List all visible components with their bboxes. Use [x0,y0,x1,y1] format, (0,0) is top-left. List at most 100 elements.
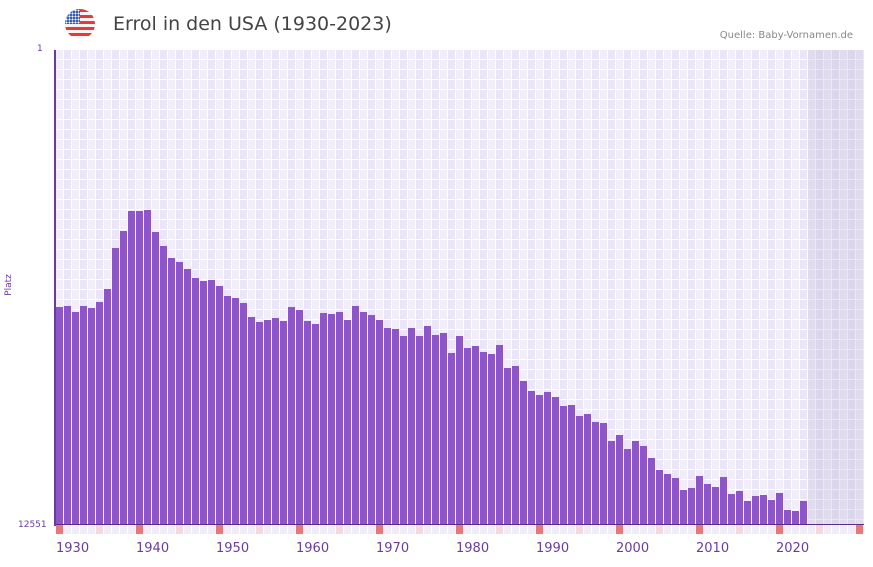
year-marker [840,525,847,534]
bar-2007 [672,478,679,525]
year-marker [800,525,807,534]
bar-1953 [240,303,247,525]
bar-2023 [800,501,807,525]
bar-1936 [104,289,111,525]
year-marker [144,525,151,534]
year-marker [408,525,415,534]
bar-2000 [616,435,623,525]
year-marker [104,525,111,534]
plot-area [56,50,864,525]
x-tick-label: 1960 [296,541,330,556]
year-marker [848,525,855,534]
bar-1970 [376,320,383,525]
year-marker [680,525,687,534]
bar-1992 [552,397,559,525]
year-marker [448,525,455,534]
bar-1975 [416,336,423,525]
bar-1952 [232,298,239,525]
bar-1934 [88,308,95,525]
year-marker [536,525,543,534]
bar-2020 [776,493,783,525]
year-marker [296,525,303,534]
year-marker [512,525,519,534]
year-marker [288,525,295,534]
bar-1939 [128,211,135,525]
y-axis-title: Platz [3,274,14,296]
year-marker [360,525,367,534]
year-marker [488,525,495,534]
year-marker [240,525,247,534]
bar-1974 [408,328,415,525]
year-marker [744,525,751,534]
year-marker [424,525,431,534]
bar-1984 [488,354,495,525]
year-marker [584,525,591,534]
year-marker [256,525,263,534]
year-marker [664,525,671,534]
year-marker [560,525,567,534]
bar-1972 [392,329,399,525]
year-marker [152,525,159,534]
year-marker [216,525,223,534]
year-marker [856,525,863,534]
year-marker [328,525,335,534]
future-shaded-region [808,50,864,525]
bar-1946 [184,269,191,525]
bar-1969 [368,315,375,525]
bar-1968 [360,312,367,525]
year-marker [248,525,255,534]
bar-2002 [632,441,639,525]
bar-2017 [752,496,759,525]
year-marker [336,525,343,534]
year-marker [624,525,631,534]
bar-1983 [480,352,487,525]
bar-1948 [200,281,207,525]
bar-1977 [432,335,439,525]
year-marker [80,525,87,534]
bar-1995 [576,416,583,525]
bar-2008 [680,490,687,525]
year-marker [352,525,359,534]
year-marker [472,525,479,534]
y-axis-top-label: 1 [37,44,43,54]
year-marker [464,525,471,534]
bar-1931 [64,306,71,525]
y-axis-line [54,50,56,526]
year-marker [432,525,439,534]
bar-1954 [248,317,255,525]
bar-1961 [304,321,311,525]
year-marker [544,525,551,534]
year-marker [760,525,767,534]
bar-1987 [512,366,519,525]
year-marker [384,525,391,534]
year-marker [832,525,839,534]
bar-2021 [784,510,791,525]
bar-1932 [72,312,79,525]
bar-1989 [528,391,535,525]
bar-1964 [328,314,335,525]
year-marker [72,525,79,534]
bar-1955 [256,322,263,525]
x-axis-line [56,524,864,525]
bar-1991 [544,392,551,525]
bar-2014 [728,494,735,525]
year-marker [728,525,735,534]
bar-1988 [520,381,527,525]
bar-2013 [720,477,727,525]
bar-1930 [56,307,63,525]
year-marker [208,525,215,534]
x-tick-label: 2010 [696,541,730,556]
year-marker [752,525,759,534]
bar-1996 [584,414,591,525]
bar-1965 [336,312,343,525]
bar-1966 [344,320,351,525]
year-marker [376,525,383,534]
bar-1971 [384,328,391,525]
bar-1951 [224,296,231,525]
bar-2012 [712,487,719,525]
year-marker [120,525,127,534]
year-marker [808,525,815,534]
bar-2019 [768,500,775,525]
x-tick-label: 2020 [776,541,810,556]
year-marker [640,525,647,534]
